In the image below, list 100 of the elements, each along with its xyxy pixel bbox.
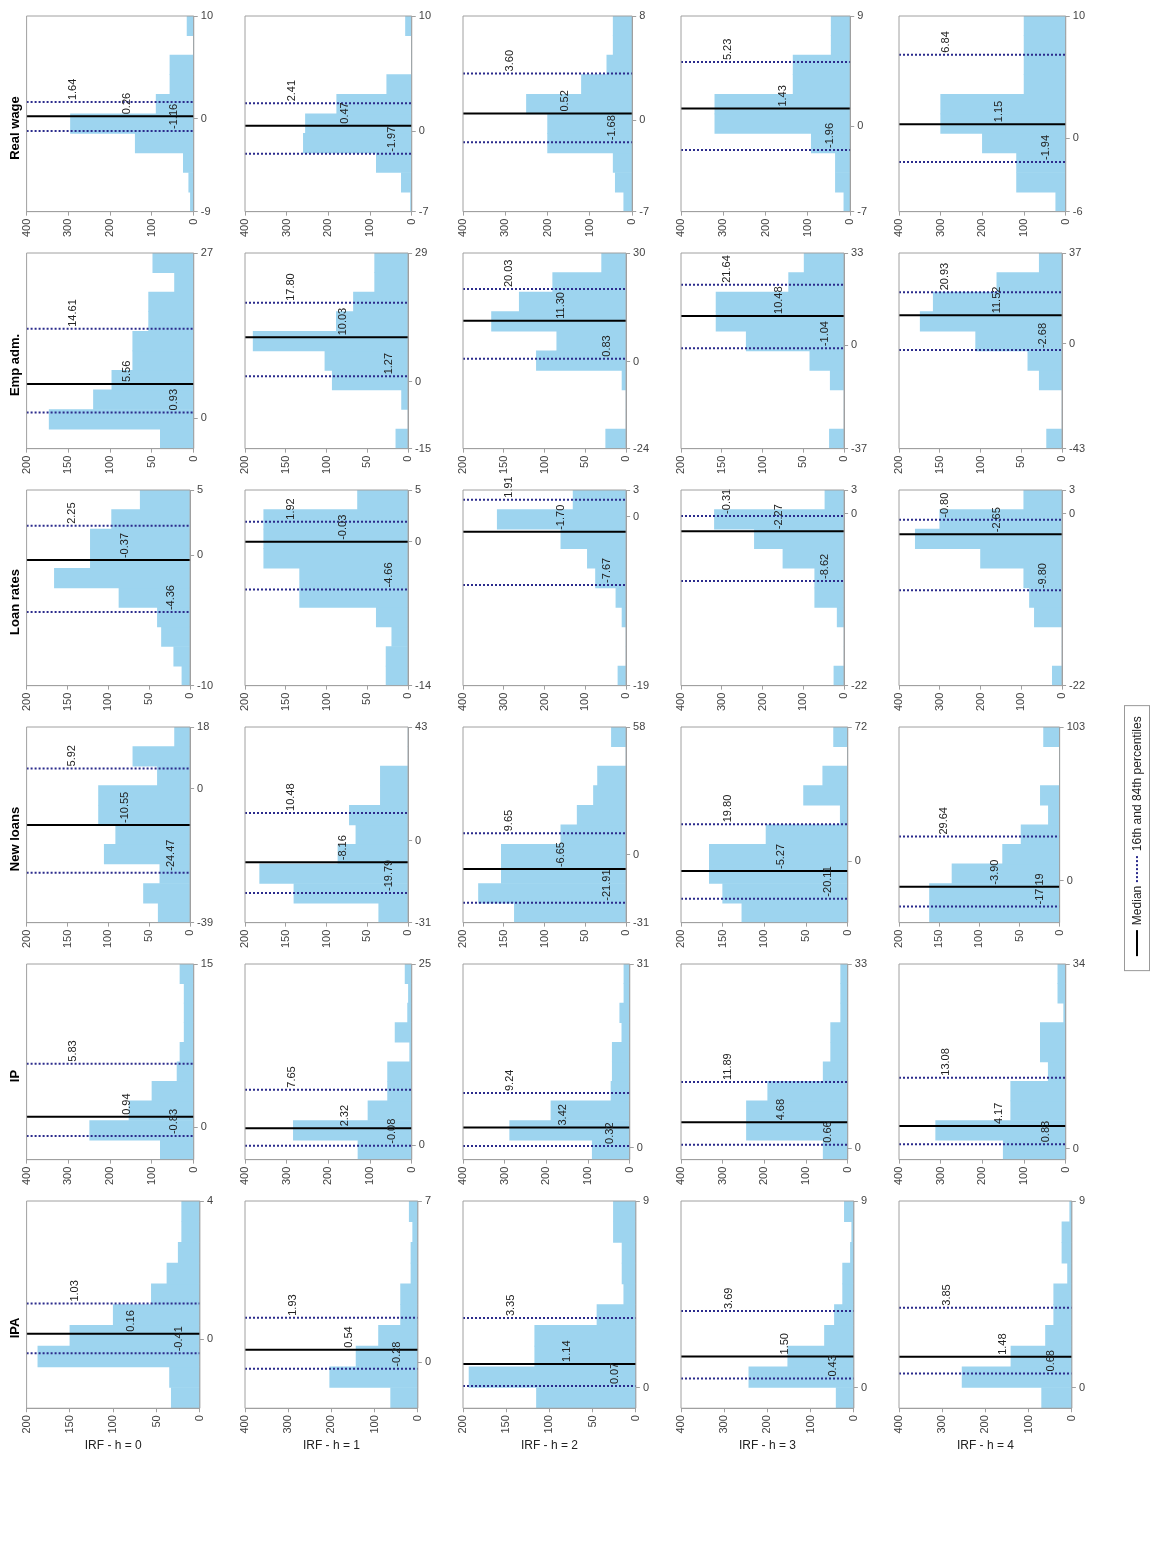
ref-line-label: -0.80 — [937, 492, 950, 518]
ref-line-label: 11.52 — [989, 286, 1002, 314]
x-tick-label: 400 — [674, 692, 687, 712]
y-tick-label: 0 — [1069, 506, 1076, 519]
text: New loans — [7, 806, 23, 872]
x-tick-label: 0 — [401, 692, 414, 699]
x-tick-label: 400 — [892, 1415, 905, 1434]
x-tick-label: 50 — [360, 929, 373, 942]
x-tick-label: 100 — [803, 1415, 816, 1434]
ref-line-label: 2.25 — [65, 502, 78, 524]
ref-line-label: -0.08 — [384, 1118, 397, 1144]
y-tick-label: 9 — [642, 1194, 650, 1207]
x-tick-label: 100 — [101, 929, 114, 949]
ref-line-label: -19.79 — [381, 859, 394, 892]
x-tick-label: 200 — [537, 692, 550, 712]
ref-line-label: 0.47 — [338, 102, 351, 124]
y-tick-label: 0 — [633, 354, 640, 367]
x-tick-label: 300 — [498, 218, 511, 238]
ref-line-label: 1.92 — [283, 498, 296, 520]
x-tick-label: 300 — [932, 692, 945, 712]
x-tick-label: 100 — [363, 1166, 376, 1186]
x-tick-label: 400 — [456, 692, 469, 712]
text: Real wage — [7, 96, 23, 160]
ref-line-label: -0.41 — [172, 1326, 185, 1352]
ref-line-label: -1.94 — [1038, 134, 1051, 160]
ref-line-label: 0.54 — [341, 1326, 354, 1348]
y-tick-label: 0 — [636, 1140, 643, 1153]
y-tick-label: 15 — [200, 957, 214, 970]
ref-line-label: 1.50 — [777, 1333, 790, 1355]
x-tick-label: 400 — [674, 218, 687, 238]
x-tick-label: 0 — [619, 455, 632, 462]
y-tick-label: 9 — [860, 1194, 868, 1207]
ref-line-label: 5.23 — [721, 38, 734, 61]
ref-line-label: 29.64 — [937, 807, 950, 835]
ref-line-label: 7.65 — [284, 1066, 297, 1088]
x-tick-label: 100 — [581, 1166, 594, 1186]
x-tick-label: 400 — [19, 218, 32, 238]
x-tick-label: 0 — [401, 929, 414, 936]
ref-line-label: 21.64 — [719, 255, 732, 283]
ref-line-label: 1.03 — [68, 1280, 81, 1302]
y-tick-label: 37 — [1069, 246, 1082, 259]
y-tick-label: -39 — [197, 915, 214, 928]
x-tick-label: 100 — [367, 1415, 380, 1434]
x-tick-label: 200 — [892, 929, 905, 949]
x-tick-label: 150 — [62, 1415, 75, 1434]
x-tick-label: 0 — [186, 455, 199, 462]
y-tick-label: 30 — [633, 246, 646, 259]
x-tick-label: 50 — [142, 929, 155, 942]
x-tick-label: 100 — [542, 1415, 555, 1434]
x-tick-label: 150 — [496, 455, 509, 475]
ref-line-label: -1.96 — [822, 122, 835, 149]
x-tick-label: 150 — [714, 455, 727, 475]
x-tick-label: 400 — [238, 218, 251, 238]
y-tick-label: 0 — [424, 1355, 432, 1368]
y-tick-label: 0 — [1078, 1380, 1086, 1393]
x-tick-label: 400 — [456, 218, 469, 238]
x-tick-label: 100 — [582, 218, 595, 238]
ref-line-label: 4.68 — [774, 1098, 787, 1121]
y-tick-label: 0 — [415, 534, 422, 547]
x-tick-label: 0 — [404, 218, 417, 225]
text: Emp adm. — [7, 333, 23, 397]
ref-line-label: 10.48 — [283, 783, 296, 811]
x-tick-label: 300 — [61, 1166, 74, 1186]
x-tick-label: 300 — [714, 692, 727, 712]
y-tick-label: 0 — [633, 509, 640, 522]
ref-line-label: -0.37 — [117, 532, 130, 559]
y-tick-label: 27 — [200, 246, 214, 259]
y-tick-label: 0 — [418, 124, 425, 137]
y-tick-label: -37 — [851, 441, 868, 454]
x-tick-label: 200 — [19, 455, 32, 475]
x-tick-label: 100 — [145, 1166, 157, 1186]
x-tick-label: 100 — [537, 455, 550, 475]
ref-line-label: 3.35 — [504, 1294, 517, 1317]
x-tick-label: 200 — [238, 929, 251, 949]
y-tick-label: 3 — [851, 483, 858, 496]
x-tick-label: 150 — [496, 929, 509, 949]
y-tick-label: -22 — [1069, 678, 1086, 691]
y-tick-label: -43 — [1069, 441, 1086, 454]
x-tick-label: 100 — [319, 455, 332, 475]
x-tick-label: 300 — [279, 218, 292, 238]
y-tick-label: 0 — [1072, 1141, 1079, 1154]
x-tick-label: 50 — [142, 692, 155, 705]
ref-line-label: -0.28 — [390, 1341, 403, 1367]
x-tick-label: 100 — [145, 218, 157, 238]
y-tick-label: 0 — [1066, 873, 1073, 886]
y-tick-label: 5 — [197, 483, 204, 496]
ref-line-label: 1.64 — [66, 78, 79, 101]
x-tick-label: 100 — [103, 455, 116, 475]
text: 16th and 84th percentiles — [1130, 716, 1144, 851]
ref-line-label: -10.55 — [117, 791, 130, 823]
x-tick-label: 200 — [238, 455, 251, 475]
ref-line-label: 0.16 — [123, 1310, 136, 1332]
x-tick-label: 150 — [932, 455, 945, 475]
ref-line-label: 1.91 — [501, 476, 514, 498]
x-tick-label: 100 — [796, 692, 809, 712]
y-tick-label: 0 — [197, 781, 204, 794]
x-tick-label: 50 — [145, 455, 157, 468]
x-tick-label: 0 — [401, 455, 414, 462]
x-tick-label: 150 — [715, 929, 728, 949]
x-tick-label: 150 — [278, 692, 291, 712]
